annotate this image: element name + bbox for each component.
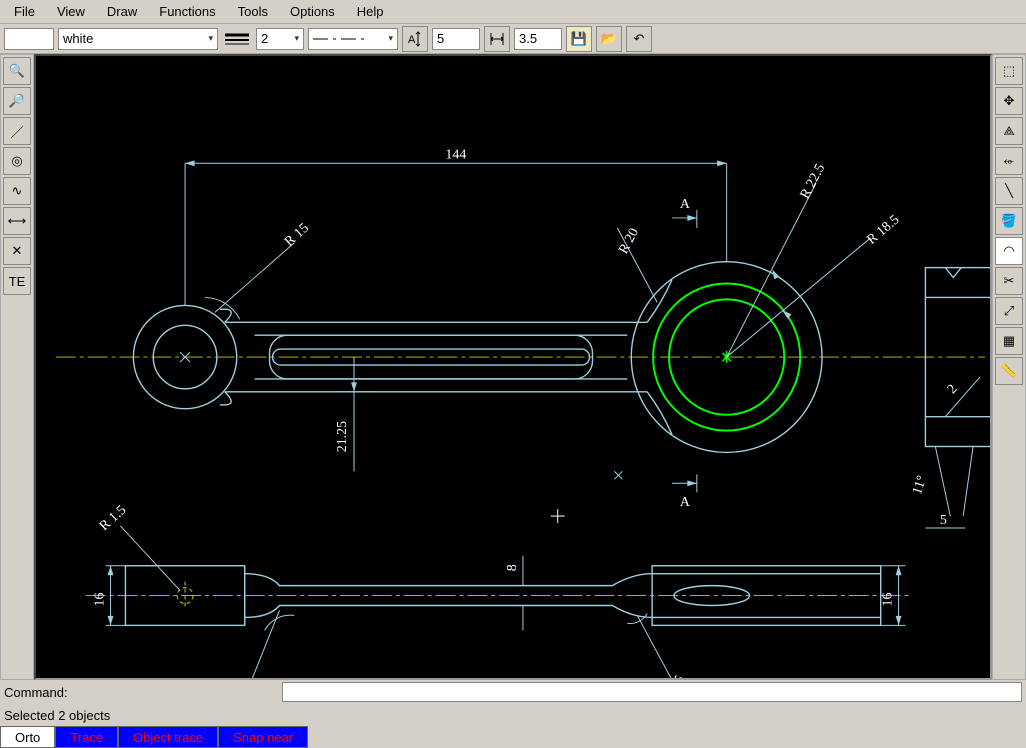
svg-text:5: 5 [940,513,947,528]
font-height-input[interactable]: 5 [432,28,480,50]
offset-icon[interactable]: ⤢ [995,297,1023,325]
linewidth-select[interactable]: 2▾ [256,28,304,50]
open-icon[interactable]: 📂 [596,26,622,52]
svg-text:8: 8 [505,564,520,571]
undo-icon[interactable]: ↶ [626,26,652,52]
snap-trace[interactable]: Trace [55,726,118,748]
fill-icon[interactable]: 🪣 [995,207,1023,235]
layer-color-swatch[interactable] [4,28,54,50]
svg-text:A: A [680,495,690,510]
menu-tools[interactable]: Tools [228,1,278,22]
mirror-icon[interactable]: ⟁ [995,117,1023,145]
menu-file[interactable]: File [4,1,45,22]
font-height-icon[interactable]: A [402,26,428,52]
menu-functions[interactable]: Functions [149,1,225,22]
svg-text:A: A [408,34,416,46]
select-icon[interactable]: ⬚ [995,57,1023,85]
curve-icon[interactable]: ∿ [3,177,31,205]
snap-row: OrtoTraceObject traceSnap near [0,726,1026,748]
svg-text:21.25: 21.25 [335,421,350,452]
svg-text:2: 2 [945,382,961,397]
svg-text:R 22.5: R 22.5 [798,162,829,202]
array-icon[interactable]: ▦ [995,327,1023,355]
zoom-out-icon[interactable]: 🔎 [3,87,31,115]
svg-text:R 18.5: R 18.5 [864,212,902,247]
menu-help[interactable]: Help [347,1,394,22]
command-label: Command: [4,685,68,700]
dim-height-input[interactable]: 3.5 [514,28,562,50]
intersect-icon[interactable]: ✕ [3,237,31,265]
command-input[interactable] [282,682,1022,702]
snap-snap-near[interactable]: Snap near [218,726,308,748]
line-icon[interactable]: ／ [3,117,31,145]
arc-icon[interactable]: ◠ [995,237,1023,265]
text-icon[interactable]: TE [3,267,31,295]
svg-text:16: 16 [881,593,896,607]
toolbar-left: 🔍🔎／◎∿⟷✕TE [0,54,34,680]
snap-orto[interactable]: Orto [0,726,55,748]
svg-text:R 1.5: R 1.5 [97,503,129,534]
circle-icon[interactable]: ◎ [3,147,31,175]
menubar: File View Draw Functions Tools Options H… [0,0,1026,24]
svg-text:A: A [680,197,690,212]
status-row: Selected 2 objects [0,704,1026,726]
main-row: 🔍🔎／◎∿⟷✕TE 144 R 15 R 20 R 22.5 R 18.5 21.25 A A… [0,54,1026,680]
menu-view[interactable]: View [47,1,95,22]
trim-icon[interactable]: ✂ [995,267,1023,295]
svg-text:11°: 11° [910,474,930,497]
svg-text:R 15: R 15 [282,221,312,250]
linetype-select[interactable]: ▾ [308,28,398,50]
ruler-icon[interactable]: ⟷ [3,207,31,235]
svg-text:16: 16 [93,593,108,607]
command-row: Command: [0,680,1026,704]
extend-icon[interactable]: ╲ [995,177,1023,205]
status-text: Selected 2 objects [4,708,110,723]
save-icon[interactable]: 💾 [566,26,592,52]
dim-height-icon[interactable] [484,26,510,52]
toolbar-top: white▾ 2▾ ▾ A 5 3.5 💾 📂 ↶ [0,24,1026,54]
svg-text:144: 144 [445,147,466,162]
move-icon[interactable]: ✥ [995,87,1023,115]
toolbar-right: ⬚✥⟁⬰╲🪣◠✂⤢▦📏 [992,54,1026,680]
svg-text:R 20: R 20 [616,226,642,257]
menu-draw[interactable]: Draw [97,1,147,22]
snap-object-trace[interactable]: Object trace [118,726,218,748]
drawing-canvas[interactable]: 144 R 15 R 20 R 22.5 R 18.5 21.25 A A 11° 2 5 R 1.5… [34,54,992,680]
measure-icon[interactable]: 📏 [995,357,1023,385]
menu-options[interactable]: Options [280,1,345,22]
stretch-icon[interactable]: ⬰ [995,147,1023,175]
zoom-in-icon[interactable]: 🔍 [3,57,31,85]
color-select[interactable]: white▾ [58,28,218,50]
